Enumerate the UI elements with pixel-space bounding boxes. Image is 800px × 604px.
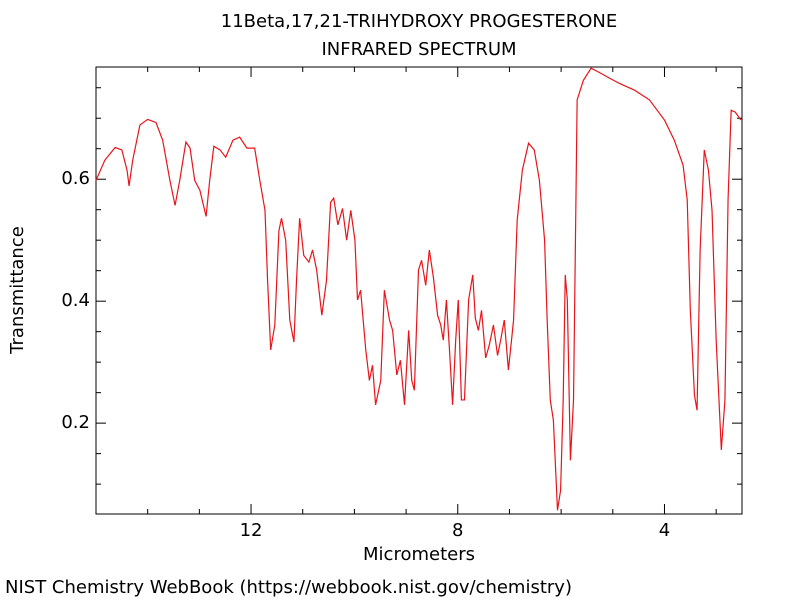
y-tick-label: 0.4	[61, 290, 90, 311]
y-tick-label: 0.6	[61, 168, 90, 189]
plot-frame	[95, 66, 743, 515]
footer: NIST Chemistry WebBook (https://webbook.…	[5, 577, 572, 598]
chart-title: 11Beta,17,21-TRIHYDROXY PROGESTERONE	[221, 11, 617, 32]
chart-subtitle: INFRARED SPECTRUM	[321, 39, 516, 60]
x-axis-label: Micrometers	[363, 544, 475, 565]
y-axis-label: Transmittance	[7, 226, 28, 355]
x-tick-label: 4	[659, 520, 670, 541]
x-tick-label: 8	[452, 520, 463, 541]
y-tick-label: 0.2	[61, 412, 90, 433]
spectrum-line	[95, 67, 742, 511]
x-tick-label: 12	[240, 520, 263, 541]
